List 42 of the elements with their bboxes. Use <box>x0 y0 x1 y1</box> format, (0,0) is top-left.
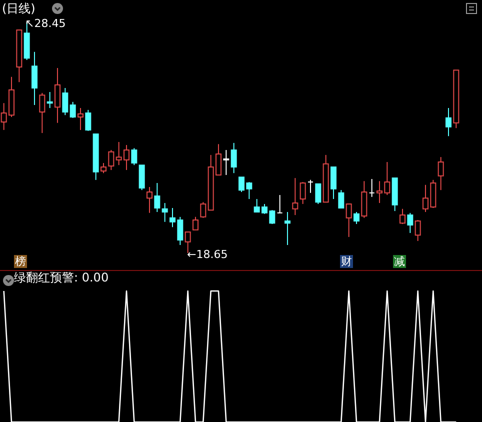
candlestick <box>414 220 421 242</box>
candlestick <box>315 183 322 204</box>
candlestick <box>32 51 38 106</box>
candlestick <box>438 156 444 191</box>
candlestick <box>138 164 145 191</box>
candlestick <box>200 202 206 218</box>
candlestick <box>346 203 352 238</box>
candlestick <box>308 179 314 194</box>
candlestick <box>407 212 414 234</box>
candlestick <box>39 92 46 134</box>
candlestick <box>292 178 298 216</box>
candlestick <box>354 211 360 225</box>
candlestick <box>446 108 452 137</box>
candlestick <box>192 216 198 230</box>
candlestick <box>162 202 168 222</box>
chart-title: 绿翻红预警: 0.00 <box>14 270 109 284</box>
candlestick <box>230 142 237 174</box>
annotation: ←18.65 <box>186 248 229 261</box>
candlestick <box>70 101 76 118</box>
candlestick <box>276 194 283 214</box>
annotation: ↖28.45 <box>24 17 67 30</box>
text: 财 <box>340 255 353 268</box>
candlestick <box>131 148 138 166</box>
text: 榜 <box>14 255 27 268</box>
chart-title: (日线) <box>2 2 36 16</box>
candlestick <box>330 166 336 200</box>
candlestick <box>284 211 290 246</box>
candlestick <box>54 67 60 124</box>
candlestick <box>400 208 406 225</box>
candlestick <box>46 92 53 109</box>
candlestick <box>338 190 344 208</box>
candlestick <box>368 178 375 198</box>
candlestick <box>108 149 114 171</box>
text: 减 <box>393 255 406 268</box>
candlestick <box>146 186 152 214</box>
candlestick <box>154 182 160 212</box>
candlestick <box>100 162 106 174</box>
candlestick <box>62 88 68 116</box>
candlestick <box>85 109 92 132</box>
candlestick <box>223 149 230 176</box>
candlestick <box>78 108 84 130</box>
candlestick <box>300 182 306 204</box>
